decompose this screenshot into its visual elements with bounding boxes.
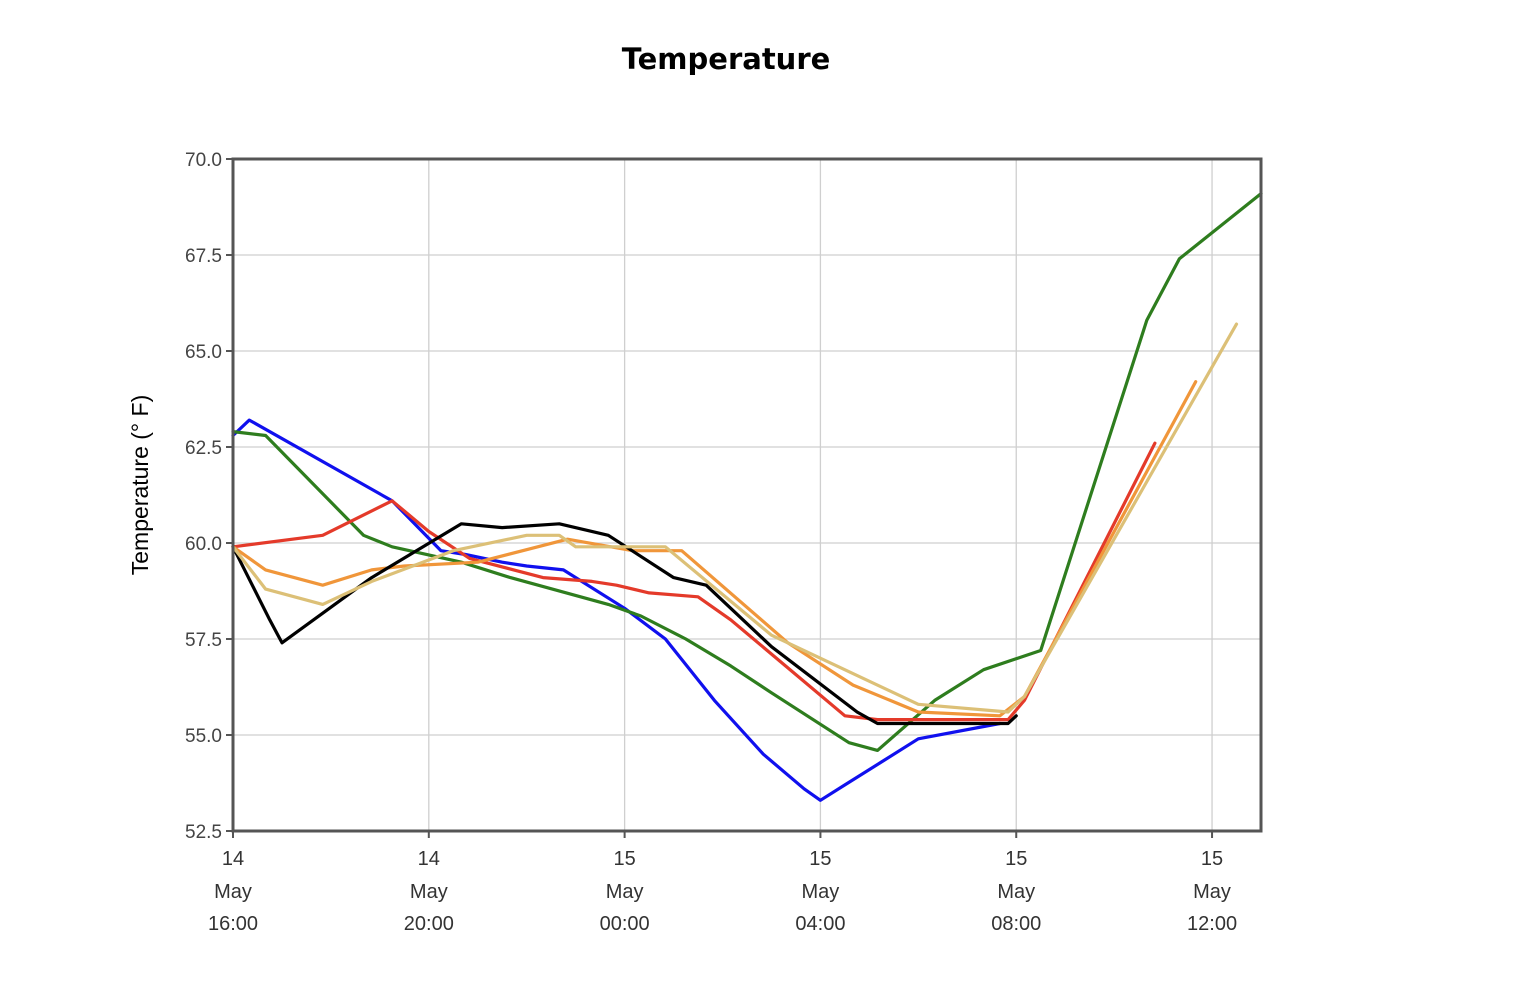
chart-title: Temperature <box>621 42 831 76</box>
x-tick-label-time: 12:00 <box>1187 913 1237 935</box>
series-line-6 <box>231 322 1239 714</box>
y-axis: 52.5 55.0 57.5 60.0 62.5 65.0 67.5 70.0 <box>185 150 233 843</box>
series-lines <box>231 192 1263 802</box>
x-tick-label-time: 16:00 <box>208 913 258 935</box>
y-tick-label: 57.5 <box>185 630 222 651</box>
x-tick-label-time: 04:00 <box>795 913 845 935</box>
x-tick-label-month: May <box>802 881 840 903</box>
x-axis: 14 May 16:00 14 May 20:00 15 May 00:00 15 May 04:00… <box>208 831 1237 935</box>
y-tick-label: 65.0 <box>185 342 222 363</box>
x-tick-label-day: 15 <box>613 848 635 870</box>
x-tick-label-day: 14 <box>222 848 244 870</box>
x-tick-label-time: 08:00 <box>991 913 1041 935</box>
x-tick-label-month: May <box>214 881 252 903</box>
y-tick-label: 60.0 <box>185 534 222 555</box>
x-tick-label-day: 15 <box>1201 848 1223 870</box>
x-tick-label-day: 15 <box>1005 848 1027 870</box>
series-line-5 <box>231 522 1018 726</box>
series-line-2 <box>231 192 1263 753</box>
x-tick-label-time: 00:00 <box>600 913 650 935</box>
x-tick-label-time: 20:00 <box>404 913 454 935</box>
x-tick-label-day: 14 <box>418 848 440 870</box>
grid-lines <box>233 158 1261 832</box>
series-line-3 <box>231 441 1157 722</box>
y-tick-label: 62.5 <box>185 438 222 459</box>
x-tick-label-month: May <box>1193 881 1231 903</box>
y-tick-label: 70.0 <box>185 150 222 171</box>
series-line-4 <box>231 380 1198 718</box>
y-tick-label: 55.0 <box>185 726 222 747</box>
y-tick-label: 67.5 <box>185 246 222 267</box>
x-tick-label-month: May <box>606 881 644 903</box>
x-tick-label-day: 15 <box>809 848 831 870</box>
plot-area-frame <box>231 157 1263 833</box>
x-tick-label-month: May <box>410 881 448 903</box>
x-tick-label-month: May <box>997 881 1035 903</box>
y-axis-label: Temperature (° F) <box>127 395 153 575</box>
y-tick-label: 52.5 <box>185 822 222 843</box>
